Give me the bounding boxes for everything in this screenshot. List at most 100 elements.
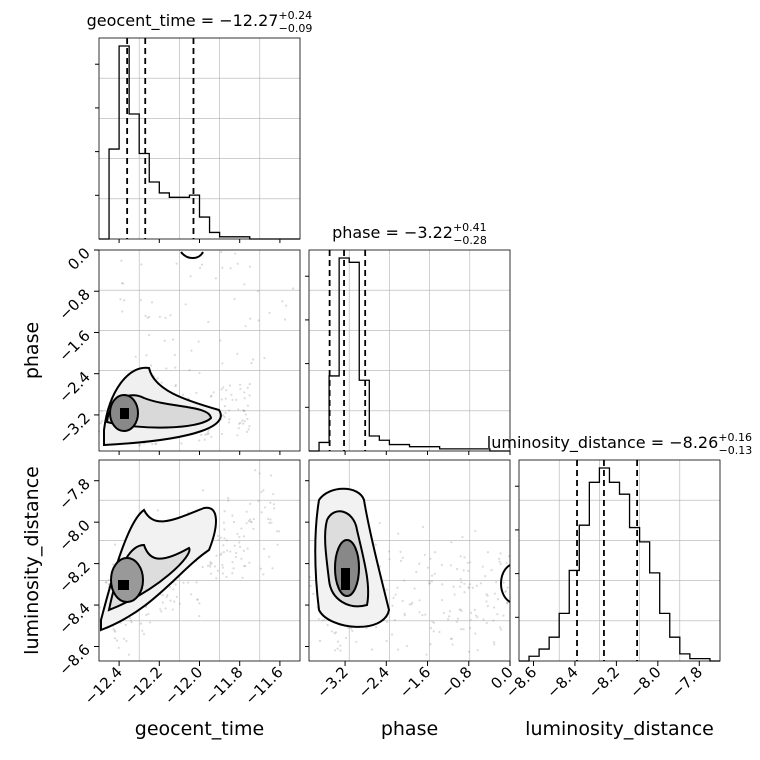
sample-point bbox=[115, 639, 119, 642]
sample-point bbox=[339, 644, 342, 647]
sample-point bbox=[321, 619, 324, 622]
grid bbox=[309, 250, 510, 451]
x-tick-label-luminosity_distance: −8.0 bbox=[626, 663, 664, 701]
sample-point bbox=[195, 391, 198, 395]
sample-point bbox=[125, 639, 128, 643]
sample-point bbox=[161, 601, 164, 604]
sample-point bbox=[460, 581, 463, 584]
sample-point bbox=[453, 593, 456, 596]
sample-point bbox=[155, 442, 158, 445]
sample-point bbox=[450, 637, 454, 640]
sample-point bbox=[113, 629, 116, 632]
sample-point bbox=[485, 600, 488, 603]
sample-point bbox=[471, 586, 474, 589]
sample-point bbox=[493, 643, 496, 646]
sample-point bbox=[326, 624, 329, 627]
y-tick-label-phase: −1.6 bbox=[55, 327, 93, 365]
sample-point bbox=[163, 339, 166, 342]
sample-point bbox=[130, 621, 133, 624]
sample-point bbox=[505, 562, 508, 565]
x-tick-label-phase: −1.6 bbox=[396, 663, 434, 701]
sample-point bbox=[257, 499, 260, 503]
sample-point bbox=[206, 564, 210, 567]
sample-point bbox=[222, 386, 225, 389]
sample-point bbox=[468, 627, 472, 630]
sample-point bbox=[178, 602, 181, 605]
y-axis-label-luminosity_distance: luminosity_distance bbox=[21, 466, 43, 655]
sample-point bbox=[441, 583, 444, 586]
sample-point bbox=[476, 649, 479, 652]
x-tick-label-geocent_time: −12.0 bbox=[161, 663, 206, 708]
sample-point bbox=[200, 433, 203, 437]
sample-point bbox=[428, 579, 431, 583]
sample-point bbox=[173, 600, 176, 603]
sample-point bbox=[243, 409, 246, 412]
sample-point bbox=[159, 608, 162, 611]
sample-point bbox=[392, 596, 395, 599]
sample-point bbox=[186, 581, 190, 584]
sample-point bbox=[378, 521, 381, 525]
sample-point bbox=[148, 333, 151, 337]
grid bbox=[99, 38, 300, 239]
sample-point bbox=[149, 364, 153, 367]
sample-point bbox=[209, 395, 213, 398]
sample-point bbox=[120, 282, 123, 285]
sample-point bbox=[141, 629, 144, 632]
sample-point bbox=[276, 543, 279, 546]
sample-point bbox=[219, 553, 222, 557]
x-tick-label-geocent_time: −11.6 bbox=[241, 663, 286, 708]
sample-point bbox=[431, 620, 434, 623]
sample-point bbox=[129, 619, 132, 622]
sample-point bbox=[399, 559, 403, 562]
sample-point bbox=[428, 582, 431, 585]
sample-point bbox=[119, 298, 122, 301]
sample-point bbox=[189, 275, 192, 278]
sample-point bbox=[254, 469, 257, 472]
sample-point bbox=[474, 632, 477, 635]
sample-point bbox=[309, 584, 312, 588]
sample-point bbox=[430, 580, 433, 583]
sample-point bbox=[207, 430, 210, 434]
sample-point bbox=[263, 547, 266, 551]
sample-point bbox=[418, 562, 421, 565]
sample-point bbox=[223, 405, 226, 408]
sample-point bbox=[224, 411, 227, 414]
density-peak bbox=[120, 408, 129, 419]
sample-point bbox=[430, 574, 434, 577]
sample-point bbox=[233, 297, 236, 301]
sample-point bbox=[105, 581, 108, 584]
sample-point bbox=[413, 587, 416, 590]
sample-point bbox=[145, 605, 148, 609]
sample-point bbox=[418, 599, 421, 602]
sample-point bbox=[401, 556, 404, 559]
y-tick-label-phase: −2.4 bbox=[55, 368, 93, 406]
sample-point bbox=[411, 601, 414, 604]
sample-point bbox=[139, 622, 143, 625]
sample-point bbox=[249, 317, 252, 320]
sample-point bbox=[230, 393, 233, 396]
sample-point bbox=[248, 394, 251, 397]
sample-point bbox=[148, 621, 152, 624]
sample-point bbox=[215, 577, 218, 580]
sample-point bbox=[175, 262, 178, 265]
sample-point bbox=[173, 353, 176, 357]
sample-point bbox=[238, 535, 241, 538]
sample-point bbox=[220, 250, 223, 254]
sample-point bbox=[466, 561, 469, 564]
sample-point bbox=[248, 425, 251, 428]
sample-point bbox=[482, 618, 485, 621]
sample-point bbox=[241, 576, 244, 579]
sample-point bbox=[418, 611, 421, 614]
sample-point bbox=[156, 509, 159, 512]
sample-point bbox=[169, 586, 172, 589]
sample-point bbox=[203, 438, 206, 441]
sample-point bbox=[449, 564, 452, 567]
sample-point bbox=[429, 557, 432, 560]
sample-point bbox=[475, 584, 478, 587]
sample-point bbox=[262, 573, 265, 576]
sample-point bbox=[397, 532, 400, 535]
sample-point bbox=[499, 552, 502, 555]
sample-point bbox=[248, 518, 252, 521]
sample-point bbox=[393, 618, 396, 622]
sample-point bbox=[246, 404, 250, 407]
